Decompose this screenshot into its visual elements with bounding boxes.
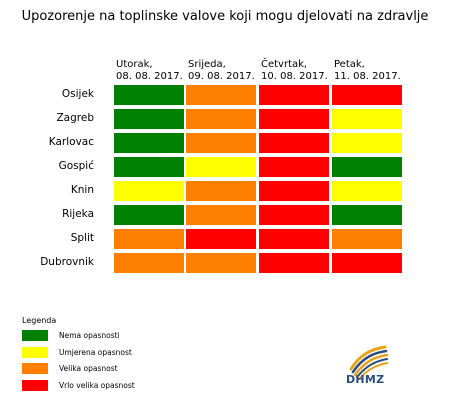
heatmap-cell: [332, 109, 402, 129]
city-label: Osijek: [61, 88, 94, 100]
heatmap-cell: [186, 109, 256, 129]
city-label: Rijeka: [62, 208, 94, 220]
legend-swatch: [22, 379, 48, 391]
heatmap-cell: [332, 229, 402, 249]
heatmap-cell: [186, 229, 256, 249]
heatmap-cell: [332, 181, 402, 201]
heatmap-cell: [186, 85, 256, 105]
legend-label: Nema opasnosti: [59, 331, 120, 340]
city-label: Split: [70, 232, 94, 244]
column-header: Četvrtak, 10. 08. 2017.: [261, 59, 328, 83]
legend-swatch: [22, 330, 48, 341]
column-header: Petak, 11. 08. 2017.: [334, 59, 401, 83]
heatmap-cell: [259, 109, 329, 129]
heatmap-cell: [332, 205, 402, 225]
heatmap-cell: [114, 181, 184, 201]
column-date: 10. 08. 2017.: [261, 71, 328, 82]
heatmap-cell: [114, 229, 184, 249]
column-day: Četvrtak,: [261, 59, 308, 70]
city-label: Gospić: [58, 160, 94, 172]
logo-text: DHMZ: [346, 373, 385, 386]
city-label: Dubrovnik: [40, 256, 94, 268]
column-date: 11. 08. 2017.: [334, 71, 401, 82]
chart-title: Upozorenje na toplinske valove koji mogu…: [21, 9, 429, 24]
column-date: 08. 08. 2017.: [116, 71, 183, 82]
legend-label: Velika opasnost: [59, 364, 118, 373]
city-label: Zagreb: [56, 112, 94, 124]
heatmap-cell: [259, 229, 329, 249]
city-label: Knin: [70, 184, 94, 196]
heatmap-cell: [114, 85, 184, 105]
heatmap-cell: [259, 157, 329, 177]
column-header: Utorak, 08. 08. 2017.: [116, 59, 183, 83]
legend-label: Vrlo velika opasnost: [59, 380, 135, 390]
heatmap-cell: [186, 205, 256, 225]
column-header: Srijeda, 09. 08. 2017.: [188, 59, 255, 83]
heatmap-cell: [259, 133, 329, 153]
column-day: Srijeda,: [188, 59, 226, 70]
heatmap-cell: [114, 205, 184, 225]
legend-label: Umjerena opasnost: [59, 347, 132, 357]
heatmap-cell: [186, 133, 256, 153]
legend-swatch: [22, 363, 48, 374]
heatmap-cell: [186, 181, 256, 201]
heatmap-cell: [259, 181, 329, 201]
column-day: Utorak,: [116, 59, 153, 70]
heatmap-cell: [259, 205, 329, 225]
legend-title: Legenda: [22, 316, 57, 325]
dhmz-logo-icon: [349, 345, 389, 380]
heatmap-cell: [259, 85, 329, 105]
heatmap-cell: [114, 133, 184, 153]
city-label: Karlovac: [48, 136, 94, 148]
heatmap-cell: [332, 85, 402, 105]
heatmap-cell: [114, 157, 184, 177]
column-day: Petak,: [334, 59, 365, 70]
heatmap-cell: [332, 133, 402, 153]
heatmap-cell: [332, 253, 402, 273]
legend-swatch: [22, 346, 48, 358]
heatmap-cell: [114, 253, 184, 273]
heatmap-cell: [186, 157, 256, 177]
heatmap-cell: [186, 253, 256, 273]
heatmap-cell: [114, 109, 184, 129]
column-date: 09. 08. 2017.: [188, 71, 255, 82]
heatmap-cell: [332, 157, 402, 177]
heatmap-cell: [259, 253, 329, 273]
